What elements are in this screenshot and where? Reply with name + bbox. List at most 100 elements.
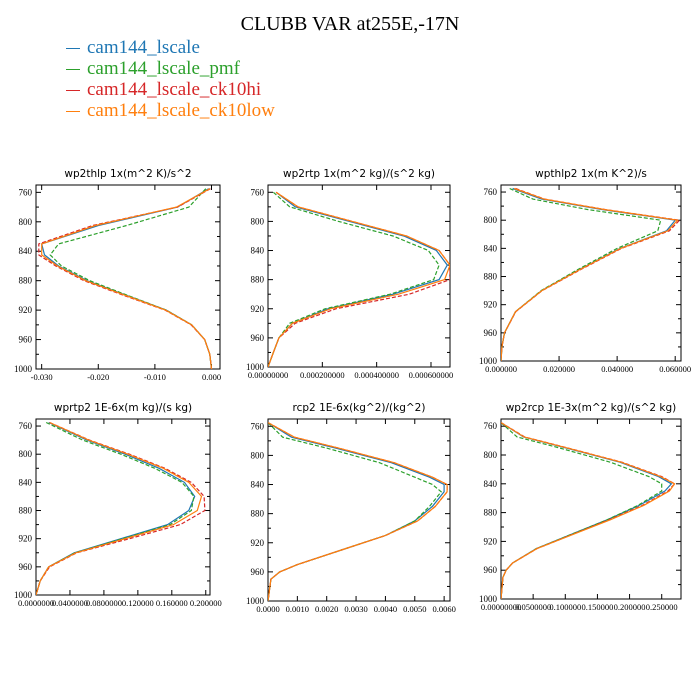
y-tick-label: 880 xyxy=(484,508,498,518)
legend-item: cam144_lscale_ck10hi xyxy=(66,79,275,100)
y-tick-label: 960 xyxy=(484,565,498,575)
chart-panel: wpthlp2 1x(m K^2)/s 760 800 840 880 920 960 100… xyxy=(479,168,691,374)
y-tick-label: 1000 xyxy=(479,594,498,604)
series-line xyxy=(268,191,440,367)
x-tick-label: 0.100000 xyxy=(549,602,581,612)
chart-title: wpthlp2 1x(m K^2)/s xyxy=(535,168,647,180)
legend-item: cam144_lscale_pmf xyxy=(66,58,275,79)
series-line xyxy=(268,191,450,367)
y-tick-label: 760 xyxy=(251,421,265,431)
chart-panel: wprtp2 1E-6x(m kg)/(s kg) 760 800 840 880 920… xyxy=(14,402,222,608)
chart-title: wp2rcp 1E-3x(m^2 kg)/(s^2 kg) xyxy=(506,402,677,414)
y-tick-label: 880 xyxy=(484,272,498,282)
y-tick-label: 840 xyxy=(251,480,265,490)
x-tick-label: -0.020 xyxy=(87,372,109,382)
x-tick-label: 0.000600000 xyxy=(409,370,454,380)
series-line xyxy=(501,187,679,361)
y-tick-label: 800 xyxy=(484,215,498,225)
y-tick-label: 960 xyxy=(19,562,33,572)
x-tick-label: 0.0000 xyxy=(256,604,279,614)
plot-frame xyxy=(267,184,451,368)
y-tick-label: 1000 xyxy=(246,596,265,606)
y-tick-label: 800 xyxy=(484,450,498,460)
series-line xyxy=(40,188,213,369)
series-line xyxy=(36,421,206,595)
x-tick-label: 0.000200000 xyxy=(300,370,345,380)
y-tick-label: 800 xyxy=(251,450,265,460)
chart-title: wp2thlp 1x(m^2 K)/s^2 xyxy=(64,168,191,180)
legend-label: cam144_lscale xyxy=(87,37,200,58)
y-tick-label: 920 xyxy=(484,300,498,310)
y-tick-label: 1000 xyxy=(246,362,265,372)
legend-swatch xyxy=(66,48,80,50)
x-tick-label: 0.0030 xyxy=(344,604,367,614)
page-title: CLUBB VAR at255E,-17N xyxy=(240,13,460,35)
legend: cam144_lscale cam144_lscale_pmf cam144_l… xyxy=(66,37,275,121)
legend-swatch xyxy=(66,69,80,71)
plot-frame xyxy=(35,418,211,596)
series-line xyxy=(501,187,681,361)
y-tick-label: 920 xyxy=(484,536,498,546)
chart-title: wp2rtp 1x(m^2 kg)/(s^2 kg) xyxy=(283,168,435,180)
y-tick-label: 960 xyxy=(251,567,265,577)
chart-title: rcp2 1E-6x(kg^2)/(kg^2) xyxy=(293,402,426,414)
legend-item: cam144_lscale_ck10low xyxy=(66,100,275,121)
series-line xyxy=(501,422,663,599)
x-tick-label: 0.0010 xyxy=(286,604,309,614)
x-tick-label: -0.010 xyxy=(144,372,166,382)
x-tick-label: 0.040000 xyxy=(601,364,633,374)
y-tick-label: 800 xyxy=(251,216,265,226)
y-tick-label: 840 xyxy=(484,479,498,489)
chart-panel: wp2rcp 1E-3x(m^2 kg)/(s^2 kg) 760 800 840 88… xyxy=(479,402,682,612)
x-tick-label: 0.0060 xyxy=(432,604,455,614)
y-tick-label: 920 xyxy=(251,538,265,548)
plot-frame xyxy=(500,418,682,600)
series-line xyxy=(268,191,450,367)
y-tick-label: 1000 xyxy=(14,364,33,374)
series-line xyxy=(268,422,448,601)
chart-panel: wp2rtp 1x(m^2 kg)/(s^2 kg) 760 800 840 880 92… xyxy=(246,168,453,380)
series-line xyxy=(36,421,203,595)
x-tick-label: 0.00000000 xyxy=(481,602,521,612)
x-tick-label: 0.000 xyxy=(202,372,221,382)
x-tick-label: 0.00000000 xyxy=(248,370,288,380)
series-line xyxy=(501,187,677,361)
y-tick-label: 840 xyxy=(251,246,265,256)
y-tick-label: 760 xyxy=(484,187,498,197)
y-tick-label: 800 xyxy=(19,217,33,227)
legend-label: cam144_lscale_pmf xyxy=(87,58,241,79)
x-tick-label: 0.150000 xyxy=(581,602,613,612)
legend-label: cam144_lscale_ck10hi xyxy=(87,79,262,100)
x-tick-label: 0.060000 xyxy=(659,364,691,374)
y-tick-label: 920 xyxy=(19,534,33,544)
y-tick-label: 880 xyxy=(251,275,265,285)
x-tick-label: 0.000000 xyxy=(485,364,517,374)
x-tick-label: 0.0040 xyxy=(374,604,397,614)
y-tick-label: 760 xyxy=(19,421,33,431)
y-tick-label: 840 xyxy=(484,243,498,253)
x-tick-label: 0.120000 xyxy=(122,598,154,608)
legend-swatch xyxy=(66,90,80,92)
series-line xyxy=(38,188,213,369)
y-tick-label: 760 xyxy=(251,187,265,197)
series-line xyxy=(36,421,196,595)
x-tick-label: 0.0800000 xyxy=(86,598,122,608)
y-tick-label: 880 xyxy=(19,276,33,286)
y-tick-label: 1000 xyxy=(479,356,498,366)
x-tick-label: 0.000400000 xyxy=(354,370,399,380)
y-tick-label: 880 xyxy=(19,506,33,516)
chart-panel: wp2thlp 1x(m^2 K)/s^2 760 800 840 880 920 960 1… xyxy=(14,168,221,382)
y-tick-label: 920 xyxy=(19,305,33,315)
chart-panel: rcp2 1E-6x(kg^2)/(kg^2) 760 800 840 880 920 96… xyxy=(246,402,456,614)
series-line xyxy=(268,191,449,367)
y-tick-label: 920 xyxy=(251,304,265,314)
legend-swatch xyxy=(66,111,80,113)
y-tick-label: 960 xyxy=(19,335,33,345)
series-line xyxy=(268,422,445,601)
y-tick-label: 760 xyxy=(484,421,498,431)
x-tick-label: 0.200000 xyxy=(614,602,646,612)
series-line xyxy=(268,422,448,601)
x-tick-label: 0.020000 xyxy=(543,364,575,374)
x-tick-label: 0.160000 xyxy=(156,598,188,608)
